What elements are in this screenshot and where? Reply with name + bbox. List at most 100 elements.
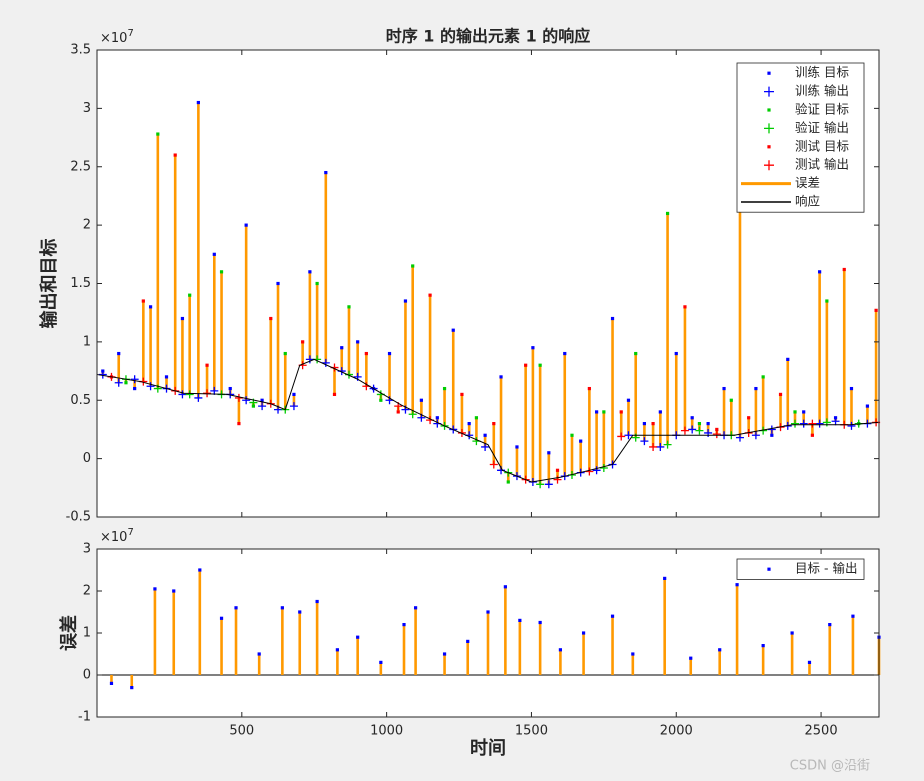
marker-dot <box>718 648 722 652</box>
marker-plus <box>649 442 658 451</box>
marker-plus <box>321 358 330 367</box>
legend-label: 响应 <box>795 194 820 209</box>
marker-plus <box>617 432 626 441</box>
marker-dot <box>130 686 134 690</box>
y-tick-label: 0 <box>83 451 91 466</box>
marker-dot <box>347 305 351 309</box>
marker-dot <box>364 351 368 356</box>
marker-dot <box>244 223 248 227</box>
marker-dot <box>280 606 284 610</box>
marker-dot <box>518 618 522 622</box>
marker-dot <box>172 589 176 593</box>
marker-dot <box>413 606 418 610</box>
legend-label: 验证 目标 <box>795 102 849 117</box>
marker-dot <box>851 614 855 618</box>
marker-dot <box>865 404 870 408</box>
marker-dot <box>188 293 192 297</box>
marker-dot <box>419 398 423 402</box>
legend-swatch <box>764 86 774 97</box>
marker-dot <box>761 644 765 648</box>
marker-dot <box>212 252 216 256</box>
marker-dot <box>665 211 670 216</box>
x-axis-label: 时间 <box>470 738 506 759</box>
y-tick-label: 1.5 <box>70 276 91 291</box>
marker-dot <box>689 656 693 660</box>
y-tick-label: -0.5 <box>66 510 91 525</box>
marker-dot <box>674 351 678 356</box>
marker-dot <box>396 410 400 414</box>
marker-dot <box>828 623 832 627</box>
marker-dot <box>587 386 591 391</box>
marker-dot <box>631 652 635 656</box>
marker-dot <box>492 422 496 426</box>
marker-dot <box>486 610 490 614</box>
legend-swatch <box>764 123 774 134</box>
marker-plus <box>751 431 760 440</box>
marker-plus <box>489 460 498 469</box>
marker-dot <box>663 576 667 580</box>
legend-swatch <box>767 145 771 149</box>
exponent-power: 7 <box>127 28 133 39</box>
marker-dot <box>802 410 806 414</box>
marker-dot <box>198 568 202 572</box>
y-tick-label: 3 <box>83 101 91 116</box>
marker-dot <box>818 270 822 274</box>
marker-dot <box>483 433 487 437</box>
marker-dot <box>467 422 471 426</box>
marker-plus <box>185 390 194 399</box>
marker-dot <box>874 308 878 312</box>
marker-dot <box>442 652 447 656</box>
y-tick-label: 3 <box>83 542 91 557</box>
marker-dot <box>379 398 383 402</box>
marker-dot <box>658 410 662 414</box>
marker-plus <box>712 430 721 439</box>
marker-dot <box>234 606 238 610</box>
marker-dot <box>109 681 114 685</box>
marker-plus <box>656 442 665 451</box>
marker-dot <box>451 328 455 332</box>
y-tick-label: 3.5 <box>70 43 91 58</box>
y-tick-label: 2 <box>83 218 91 233</box>
exponent-base: ×10 <box>100 530 127 545</box>
marker-dot <box>257 652 261 656</box>
marker-plus <box>695 426 704 435</box>
plot-area <box>97 100 881 489</box>
legend-label: 测试 目标 <box>795 138 849 153</box>
marker-dot <box>503 585 507 589</box>
marker-plus <box>808 419 817 428</box>
marker-dot <box>842 267 846 272</box>
marker-dot <box>402 623 406 627</box>
marker-dot <box>269 316 273 321</box>
legend-swatch <box>764 160 774 171</box>
y-tick-label: 0 <box>83 668 91 683</box>
marker-dot <box>205 363 209 367</box>
y-tick-label: 2.5 <box>70 159 91 174</box>
marker-dot <box>196 100 200 105</box>
marker-dot <box>722 386 726 391</box>
marker-dot <box>403 299 408 303</box>
y-tick-label: 2 <box>83 584 91 599</box>
marker-dot <box>460 392 464 397</box>
y-tick-label: 0.5 <box>70 393 91 408</box>
marker-plus <box>791 419 800 428</box>
marker-plus <box>624 431 633 440</box>
marker-dot <box>735 583 739 587</box>
marker-dot <box>761 375 765 379</box>
x-tick-label: 1000 <box>370 724 403 739</box>
marker-plus <box>735 433 744 442</box>
marker-dot <box>292 392 296 397</box>
response-line <box>97 358 879 483</box>
marker-dot <box>790 631 794 635</box>
marker-dot <box>435 416 439 420</box>
marker-plus <box>258 402 267 411</box>
x-tick-label: 2000 <box>660 724 693 739</box>
marker-dot <box>626 398 631 402</box>
marker-dot <box>683 305 687 309</box>
marker-dot <box>619 410 623 414</box>
marker-dot <box>825 299 829 303</box>
marker-dot <box>315 281 319 286</box>
legend-swatch <box>767 567 771 571</box>
marker-dot <box>697 422 702 426</box>
marker-dot <box>153 587 157 591</box>
marker-plus <box>536 480 545 489</box>
